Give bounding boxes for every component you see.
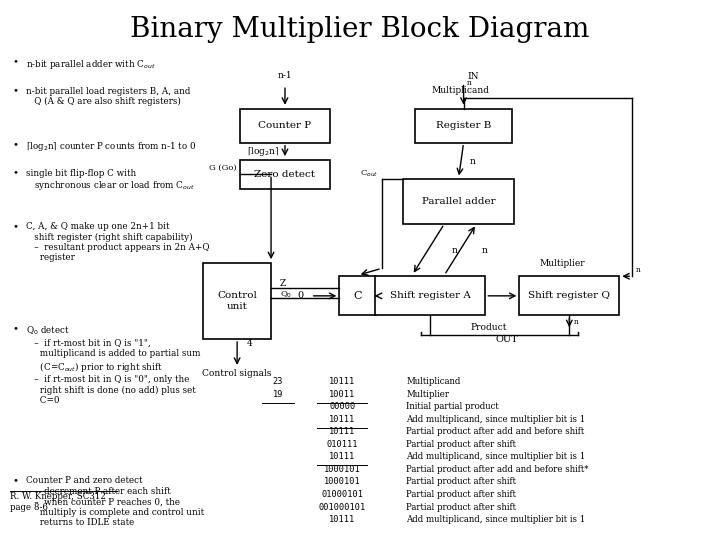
Text: 01000101: 01000101	[321, 490, 363, 499]
Text: Shift register Q: Shift register Q	[528, 292, 611, 300]
Text: n: n	[451, 246, 457, 254]
Text: 010111: 010111	[326, 440, 358, 449]
Bar	[339, 276, 377, 315]
Bar	[374, 276, 485, 315]
Text: n-bit parallel adder with C$_{out}$: n-bit parallel adder with C$_{out}$	[27, 58, 156, 71]
Text: C$_{out}$: C$_{out}$	[360, 169, 378, 179]
Text: Q$_0$ detect
   –  if rt-most bit in Q is "1",
     multiplicand is added to par: Q$_0$ detect – if rt-most bit in Q is "1…	[27, 325, 201, 406]
Text: Register B: Register B	[436, 122, 491, 130]
Bar	[240, 109, 330, 143]
Text: 19: 19	[273, 389, 283, 399]
Text: 23: 23	[273, 377, 283, 386]
Text: Multiplicand: Multiplicand	[431, 86, 489, 95]
Bar	[403, 179, 514, 224]
Text: Partial product after shift: Partial product after shift	[406, 503, 516, 511]
Text: Multiplicand: Multiplicand	[406, 377, 461, 386]
Text: Parallel adder: Parallel adder	[422, 197, 495, 206]
Text: G (Go): G (Go)	[209, 164, 237, 172]
Text: Add multiplicand, since multiplier bit is 1: Add multiplicand, since multiplier bit i…	[406, 415, 586, 424]
Text: •: •	[12, 86, 18, 96]
Text: 1000101: 1000101	[324, 465, 361, 474]
Text: 10111: 10111	[329, 377, 355, 386]
Text: •: •	[12, 58, 18, 67]
Text: n: n	[636, 266, 641, 274]
Text: Partial product after add and before shift: Partial product after add and before shi…	[406, 427, 585, 436]
Text: 10011: 10011	[329, 389, 355, 399]
Text: C, A, & Q make up one 2n+1 bit
   shift register (right shift capability)
   –  : C, A, & Q make up one 2n+1 bit shift reg…	[27, 222, 210, 262]
Bar	[240, 160, 330, 189]
Text: 4: 4	[246, 339, 252, 348]
Text: Multiplier: Multiplier	[406, 389, 449, 399]
Text: Partial product after shift: Partial product after shift	[406, 490, 516, 499]
Text: Binary Multiplier Block Diagram: Binary Multiplier Block Diagram	[130, 16, 590, 43]
Text: $\lceil$log$_2$n$\rceil$: $\lceil$log$_2$n$\rceil$	[247, 145, 279, 158]
Text: R. W. Knepper, SC312
page 8-6: R. W. Knepper, SC312 page 8-6	[10, 492, 106, 511]
Text: C: C	[354, 291, 362, 301]
Text: •: •	[12, 222, 18, 231]
Bar	[415, 109, 512, 143]
Text: •: •	[12, 168, 18, 178]
Text: Add multiplicand, since multiplier bit is 1: Add multiplicand, since multiplier bit i…	[406, 453, 586, 461]
Text: •: •	[12, 140, 18, 149]
Text: single bit flip-flop C with
   synchronous clear or load from C$_{out}$: single bit flip-flop C with synchronous …	[27, 168, 195, 192]
Text: 00000: 00000	[329, 402, 355, 411]
Text: n-bit parallel load registers B, A, and
   Q (A & Q are also shift registers): n-bit parallel load registers B, A, and …	[27, 86, 191, 106]
Text: n: n	[482, 246, 487, 254]
Text: n: n	[574, 318, 578, 326]
Text: IN: IN	[467, 72, 479, 81]
Text: Initial partial product: Initial partial product	[406, 402, 499, 411]
Text: •: •	[12, 476, 18, 485]
Text: Control signals: Control signals	[202, 368, 272, 377]
Text: n: n	[467, 79, 472, 86]
Text: •: •	[12, 325, 18, 334]
Text: Add multiplicand, since multiplier bit is 1: Add multiplicand, since multiplier bit i…	[406, 515, 586, 524]
Text: 10111: 10111	[329, 415, 355, 424]
Text: Partial product after add and before shift*: Partial product after add and before shi…	[406, 465, 589, 474]
Text: 10111: 10111	[329, 427, 355, 436]
Text: Control
unit: Control unit	[217, 292, 257, 311]
Text: n-1: n-1	[278, 71, 292, 80]
Bar	[203, 263, 271, 339]
Text: 10111: 10111	[329, 515, 355, 524]
Bar	[519, 276, 619, 315]
Text: 0: 0	[297, 292, 304, 300]
Text: 10111: 10111	[329, 453, 355, 461]
Text: Shift register A: Shift register A	[390, 292, 470, 300]
Text: Multiplier: Multiplier	[539, 259, 585, 268]
Text: Product: Product	[471, 323, 507, 332]
Text: Partial product after shift: Partial product after shift	[406, 440, 516, 449]
Text: $\lceil$log$_2$n$\rceil$ counter P counts from n-1 to 0: $\lceil$log$_2$n$\rceil$ counter P count…	[27, 140, 197, 153]
Text: Counter P and zero detect
   –  decrement P after each shift
   –  when counter : Counter P and zero detect – decrement P …	[27, 476, 204, 527]
Text: Counter P: Counter P	[258, 122, 312, 130]
Text: Partial product after shift: Partial product after shift	[406, 477, 516, 487]
Text: Zero detect: Zero detect	[254, 170, 315, 179]
Text: 1000101: 1000101	[324, 477, 361, 487]
Text: Z: Z	[279, 279, 286, 288]
Text: n: n	[469, 157, 475, 166]
Text: 001000101: 001000101	[318, 503, 366, 511]
Text: Q$_0$: Q$_0$	[279, 289, 292, 300]
Text: OUT: OUT	[495, 335, 518, 344]
